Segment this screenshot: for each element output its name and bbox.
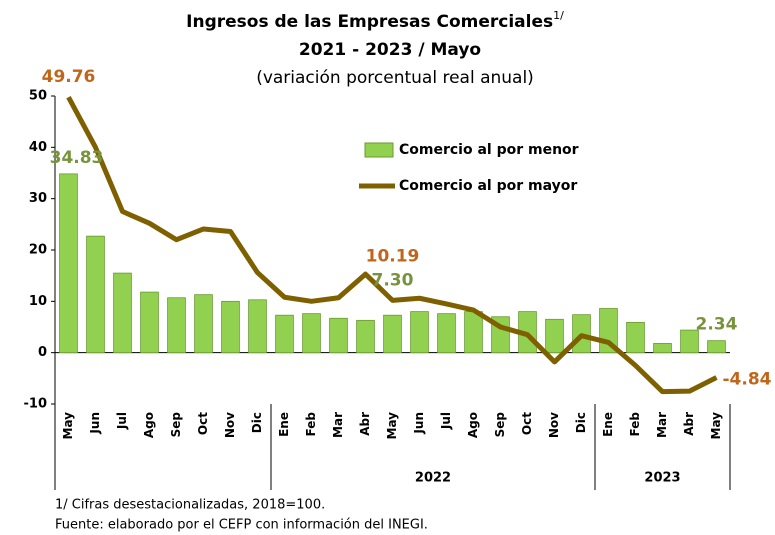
data-label: 2.34 <box>696 315 738 335</box>
bar <box>545 318 564 354</box>
x-tick-label: Feb <box>628 412 642 437</box>
bar <box>410 311 429 354</box>
x-tick-label: Oct <box>196 412 210 435</box>
data-label: -4.84 <box>723 370 772 390</box>
x-tick-label: Jun <box>412 412 426 435</box>
legend-label: Comercio al por mayor <box>399 178 577 194</box>
bar <box>59 173 78 354</box>
line <box>66 96 718 395</box>
bar <box>356 319 375 354</box>
x-tick-label: Jun <box>88 412 102 435</box>
group-label: 2022 <box>415 471 451 486</box>
bar <box>167 297 186 354</box>
bar <box>248 299 267 354</box>
x-tick-label: Sep <box>169 412 183 438</box>
y-tick-label: 20 <box>29 243 47 258</box>
x-tick-label: Ago <box>466 412 480 438</box>
x-tick-label: Jul <box>439 412 453 430</box>
x-tick-label: Mar <box>331 412 345 438</box>
legend-label: Comercio al por menor <box>399 142 579 158</box>
bar <box>680 329 699 354</box>
data-label: 7.30 <box>372 270 414 290</box>
data-label: 49.76 <box>42 67 96 87</box>
chart-title-line2: 2021 - 2023 / Mayo <box>299 40 481 60</box>
x-tick-label: Nov <box>547 412 561 438</box>
bar <box>140 291 159 354</box>
source: Fuente: elaborado por el CEFP con inform… <box>55 518 428 533</box>
group-label: 2023 <box>644 471 680 486</box>
bar <box>329 317 348 354</box>
x-tick-label: Dic <box>250 412 264 433</box>
y-tick-label: 40 <box>29 140 47 155</box>
x-tick-label: Sep <box>493 412 507 438</box>
x-tick-label: May <box>709 412 723 440</box>
legend-swatch <box>364 142 394 158</box>
data-label: 10.19 <box>366 246 420 266</box>
x-tick-label: Abr <box>682 412 696 436</box>
x-tick-label: Ago <box>142 412 156 438</box>
bar <box>86 235 105 354</box>
data-label: 34.83 <box>50 148 104 168</box>
bar <box>275 314 294 354</box>
x-tick-label: May <box>385 412 399 440</box>
bar <box>653 343 672 354</box>
x-tick-label: Abr <box>358 412 372 436</box>
bar <box>383 314 402 354</box>
x-tick-label: Oct <box>520 412 534 435</box>
y-tick-label: 30 <box>29 191 47 206</box>
bar <box>194 294 213 354</box>
title-text: Ingresos de las Empresas Comerciales <box>186 12 553 32</box>
y-tick-label: -10 <box>24 397 48 412</box>
bar <box>626 321 645 354</box>
title-superscript: 1/ <box>553 9 564 22</box>
chart-subtitle: (variación porcentual real anual) <box>256 68 534 88</box>
x-tick-label: Mar <box>655 412 669 438</box>
x-tick-label: Jul <box>115 412 129 430</box>
bar <box>437 313 456 354</box>
y-tick-label: 50 <box>29 89 47 104</box>
x-tick-label: Dic <box>574 412 588 433</box>
bar <box>707 340 726 354</box>
x-tick-label: Ene <box>601 412 615 437</box>
chart-title: Ingresos de las Empresas Comerciales1/ <box>186 9 564 32</box>
y-tick-label: 10 <box>29 294 47 309</box>
bar <box>464 311 483 354</box>
bar <box>302 313 321 354</box>
bar <box>113 272 132 354</box>
x-tick-label: May <box>61 412 75 440</box>
x-tick-label: Feb <box>304 412 318 437</box>
x-tick-label: Nov <box>223 412 237 438</box>
footnote: 1/ Cifras desestacionalizadas, 2018=100. <box>55 498 325 513</box>
x-tick-label: Ene <box>277 412 291 437</box>
bar <box>221 300 240 354</box>
y-tick-label: 0 <box>38 345 47 360</box>
